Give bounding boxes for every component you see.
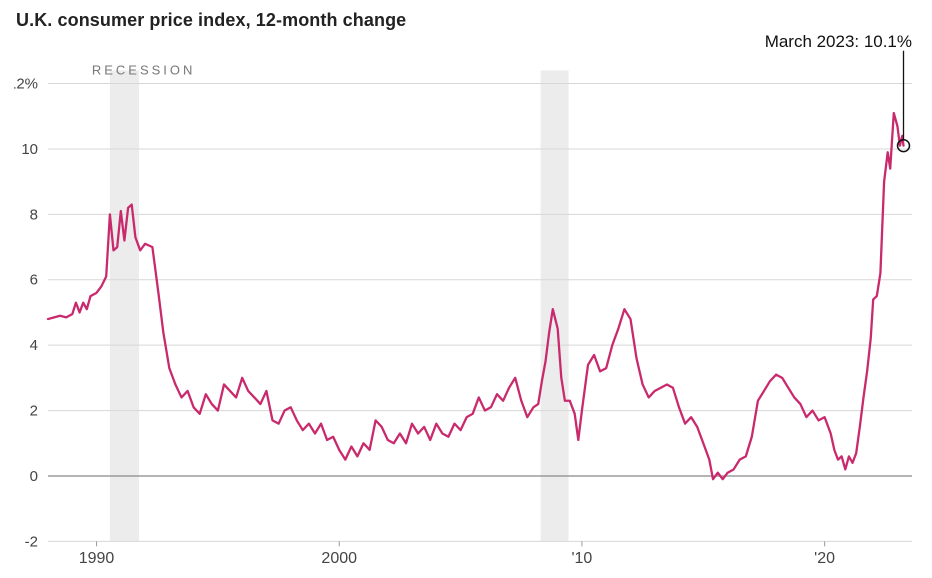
y-tick-label: 6: [30, 273, 38, 289]
y-tick-label: 8: [30, 207, 38, 223]
x-tick-label: 1990: [79, 550, 115, 567]
x-tick-label: '10: [572, 550, 593, 567]
chart-title: U.K. consumer price index, 12-month chan…: [16, 10, 918, 31]
annotation-label: March 2023: 10.1%: [765, 35, 912, 51]
y-tick-label: 2: [30, 404, 38, 420]
recession-band-0: [110, 70, 139, 541]
plot-bg: [14, 35, 918, 567]
chart-container: U.K. consumer price index, 12-month chan…: [0, 0, 932, 578]
y-tick-label: 12%: [14, 77, 38, 93]
recession-label: RECESSION: [92, 62, 195, 77]
y-tick-label: 10: [21, 142, 38, 158]
chart-svg: -2 0 2 4 6 8 10 12% 1990 2000 '10 '20 RECESSION March…: [14, 35, 918, 567]
y-tick-label: 0: [30, 469, 38, 485]
y-tick-label: 4: [30, 338, 38, 354]
x-tick-label: 2000: [321, 550, 357, 567]
y-tick-label: -2: [25, 534, 38, 550]
x-tick-label: '20: [814, 550, 835, 567]
recession-band-1: [541, 70, 569, 541]
